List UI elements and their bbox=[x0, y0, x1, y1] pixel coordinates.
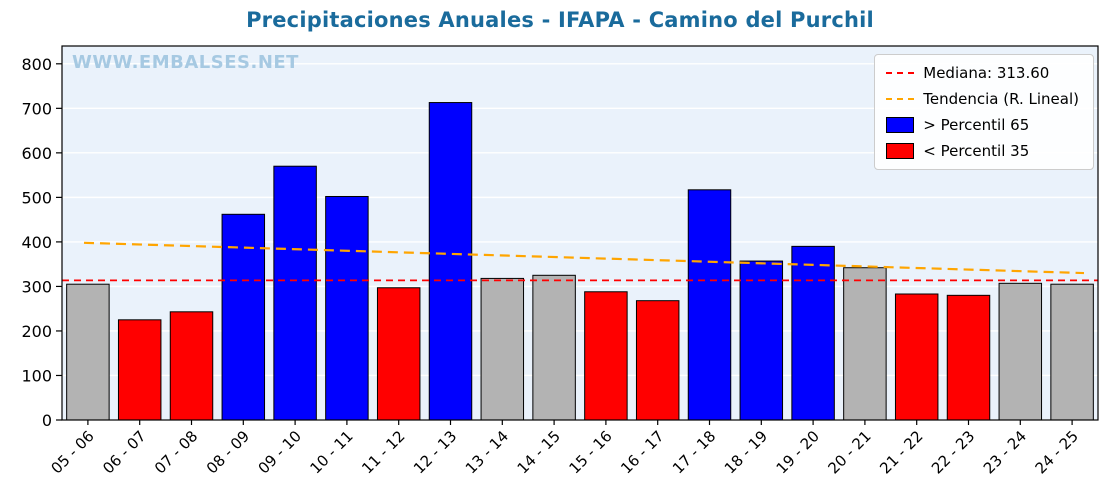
legend-label-trend: Tendencia (R. Lineal) bbox=[923, 90, 1079, 108]
legend-item-trend: Tendencia (R. Lineal) bbox=[886, 90, 1079, 108]
median-line-swatch bbox=[886, 72, 915, 74]
legend-item-p35: < Percentil 35 bbox=[886, 142, 1079, 160]
legend-label-p65: > Percentil 65 bbox=[923, 116, 1030, 134]
svg-text:600: 600 bbox=[21, 144, 52, 163]
svg-text:24 - 25: 24 - 25 bbox=[1032, 427, 1082, 477]
legend-label-median: Mediana: 313.60 bbox=[923, 64, 1050, 82]
chart-title: Precipitaciones Anuales - IFAPA - Camino… bbox=[246, 8, 874, 32]
svg-text:100: 100 bbox=[21, 366, 52, 385]
svg-text:12 - 13: 12 - 13 bbox=[410, 427, 460, 477]
svg-text:16 - 17: 16 - 17 bbox=[617, 427, 667, 477]
svg-text:23 - 24: 23 - 24 bbox=[980, 427, 1030, 477]
svg-text:500: 500 bbox=[21, 188, 52, 207]
percentil65-swatch bbox=[886, 117, 915, 133]
svg-text:11 - 12: 11 - 12 bbox=[358, 427, 408, 477]
trend-line-swatch bbox=[886, 98, 915, 100]
svg-text:09 - 10: 09 - 10 bbox=[255, 427, 305, 477]
svg-text:400: 400 bbox=[21, 233, 52, 252]
svg-text:17 - 18: 17 - 18 bbox=[669, 427, 719, 477]
svg-text:19 - 20: 19 - 20 bbox=[773, 427, 823, 477]
svg-text:07 - 08: 07 - 08 bbox=[151, 427, 201, 477]
svg-text:05 - 06: 05 - 06 bbox=[47, 427, 97, 477]
svg-text:14 - 15: 14 - 15 bbox=[514, 427, 564, 477]
legend-item-p65: > Percentil 65 bbox=[886, 116, 1079, 134]
legend-label-p35: < Percentil 35 bbox=[923, 142, 1030, 160]
svg-text:700: 700 bbox=[21, 99, 52, 118]
svg-text:06 - 07: 06 - 07 bbox=[99, 427, 149, 477]
svg-text:15 - 16: 15 - 16 bbox=[565, 427, 615, 477]
svg-text:200: 200 bbox=[21, 322, 52, 341]
svg-text:22 - 23: 22 - 23 bbox=[928, 427, 978, 477]
svg-text:08 - 09: 08 - 09 bbox=[203, 427, 253, 477]
svg-text:300: 300 bbox=[21, 277, 52, 296]
percentil35-swatch bbox=[886, 143, 915, 159]
svg-text:18 - 19: 18 - 19 bbox=[721, 427, 771, 477]
svg-text:20 - 21: 20 - 21 bbox=[824, 427, 874, 477]
watermark: WWW.EMBALSES.NET bbox=[72, 52, 299, 73]
legend: Mediana: 313.60 Tendencia (R. Lineal) > … bbox=[874, 54, 1094, 170]
svg-text:800: 800 bbox=[21, 55, 52, 74]
svg-text:21 - 22: 21 - 22 bbox=[876, 427, 926, 477]
svg-text:10 - 11: 10 - 11 bbox=[306, 427, 356, 477]
legend-item-median: Mediana: 313.60 bbox=[886, 64, 1079, 82]
svg-text:13 - 14: 13 - 14 bbox=[462, 427, 512, 477]
svg-text:0: 0 bbox=[42, 411, 52, 430]
